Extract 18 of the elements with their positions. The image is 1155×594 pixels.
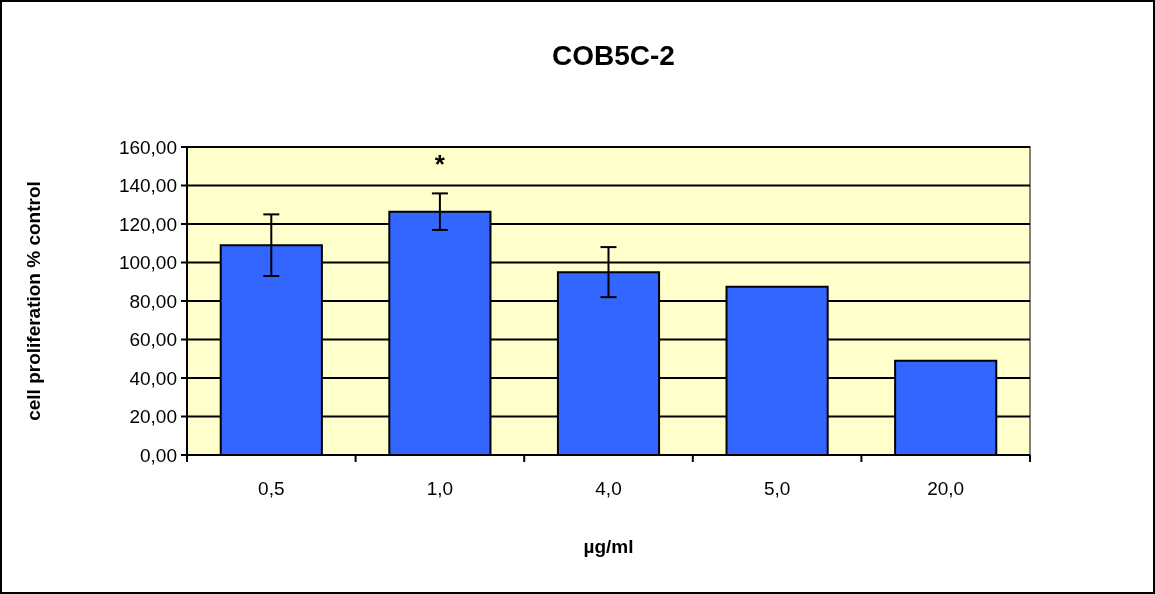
x-axis-title: µg/ml xyxy=(583,536,634,557)
x-tick-label: 5,0 xyxy=(763,478,791,499)
annotation: * xyxy=(434,149,446,180)
y-tick-label: 20,00 xyxy=(129,406,177,428)
x-tick-label: 4,0 xyxy=(595,478,622,499)
y-tick-label: 140,00 xyxy=(118,175,177,197)
y-tick-label: 0,00 xyxy=(140,444,177,466)
x-tick-label: 1,0 xyxy=(426,478,454,499)
y-tick-label: 80,00 xyxy=(129,290,177,312)
x-tick-label: 0,5 xyxy=(258,478,285,499)
y-tick-label: 60,00 xyxy=(129,329,177,351)
y-tick-label: 160,00 xyxy=(118,136,177,158)
chart-title: COB5C-2 xyxy=(552,40,675,71)
y-tick-label: 100,00 xyxy=(118,252,177,274)
y-tick-label: 40,00 xyxy=(129,367,177,389)
y-tick-label: 120,00 xyxy=(118,213,177,235)
y-axis-title: cell proliferation % control xyxy=(23,181,44,421)
x-tick-label: 20,0 xyxy=(927,478,965,499)
